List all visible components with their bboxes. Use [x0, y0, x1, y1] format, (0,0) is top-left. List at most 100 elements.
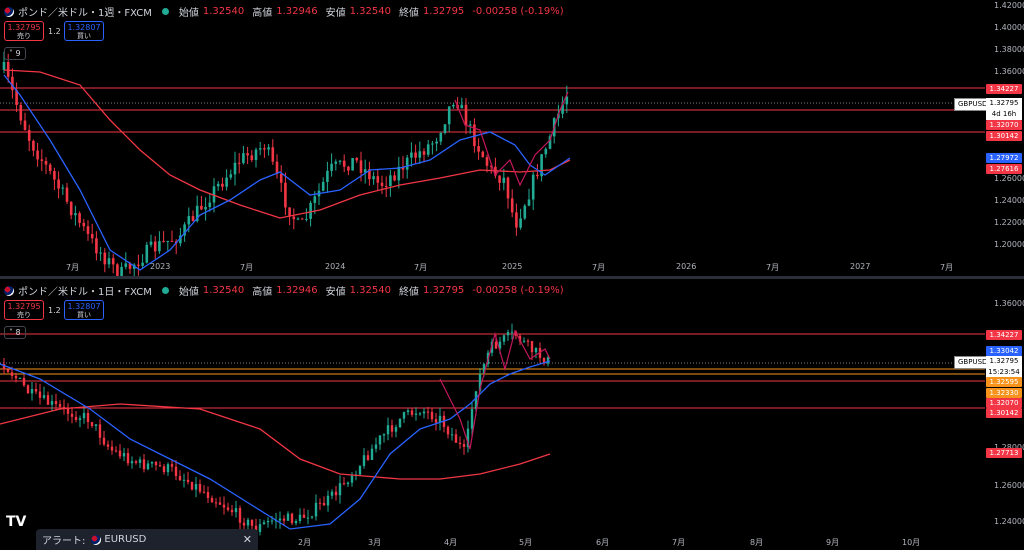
close-icon[interactable]: ✕	[242, 533, 252, 546]
indicators-toggle[interactable]: ˅ 9	[4, 47, 26, 60]
candle-body	[222, 504, 226, 508]
candle-body	[548, 136, 552, 149]
candle-body	[422, 411, 426, 414]
candle-body	[254, 149, 258, 161]
candle-body	[116, 264, 119, 276]
weekly-chart-canvas[interactable]	[0, 0, 1024, 276]
sell-button[interactable]: 1.32795 売り	[4, 300, 44, 320]
candle-body	[410, 410, 414, 415]
weekly-y-tick-label: 1.36000	[994, 67, 1024, 76]
candle-body	[54, 401, 58, 404]
candle-body	[382, 434, 386, 436]
candle-body	[374, 444, 378, 449]
pane-divider[interactable]	[0, 276, 1024, 279]
candle-body	[221, 183, 224, 187]
candle-body	[346, 482, 350, 485]
candle-body	[384, 185, 388, 187]
candle-body	[206, 492, 210, 499]
candle-body	[27, 129, 31, 141]
daily-x-tick-label: 9月	[826, 538, 840, 547]
weekly-x-tick-label: 7月	[66, 263, 80, 272]
candle-body	[494, 341, 498, 349]
daily-chart-canvas[interactable]	[0, 279, 1024, 550]
candle-body	[302, 514, 306, 518]
daily-x-tick-label: 5月	[519, 538, 533, 547]
buy-button[interactable]: 1.32807 買い	[64, 21, 104, 41]
candle-body	[330, 491, 334, 496]
candle-body	[38, 391, 42, 398]
candle-body	[414, 152, 417, 158]
candle-body	[518, 335, 522, 342]
candle-body	[405, 157, 409, 170]
candle-body	[6, 62, 10, 77]
candle-body	[506, 177, 510, 199]
weekly-x-tick-label: 7月	[592, 263, 606, 272]
candle-body	[334, 161, 338, 164]
candle-body	[366, 455, 370, 460]
candle-body	[502, 335, 506, 342]
ma-blue-line	[0, 360, 551, 530]
candle-body	[212, 186, 216, 203]
candle-body	[370, 448, 374, 460]
candle-body	[482, 363, 486, 375]
candle-body	[214, 502, 218, 504]
daily-x-tick-label: 4月	[444, 538, 458, 547]
weekly-symbol-title[interactable]: ポンド／米ドル・1週・FXCM	[18, 8, 152, 19]
low-value: 1.32540	[349, 6, 391, 17]
candle-body	[124, 263, 128, 267]
candle-body	[498, 341, 502, 349]
candle-body	[338, 483, 342, 496]
candle-body	[389, 175, 392, 186]
candle-body	[282, 518, 286, 521]
gbp-flag-icon	[4, 6, 14, 17]
daily-x-tick-label: 10月	[902, 538, 921, 547]
low-label: 安値	[325, 8, 346, 19]
candle-body	[216, 183, 220, 187]
candle-body	[18, 377, 22, 379]
alert-panel[interactable]: アラート: EURUSD ✕	[36, 529, 258, 550]
candle-body	[322, 502, 326, 506]
buy-button[interactable]: 1.32807 買い	[64, 300, 104, 320]
indicators-toggle[interactable]: ˅ 8	[4, 326, 26, 339]
candle-body	[460, 104, 464, 109]
candle-body	[290, 513, 294, 524]
daily-trade-buttons: 1.32795 売り 1.2 1.32807 買い	[4, 300, 104, 320]
high-value: 1.32946	[276, 285, 318, 296]
close-value: 1.32795	[422, 285, 465, 296]
daily-legend: ポンド／米ドル・1日・FXCM 始値 1.32540 高値 1.32946 安値 1.…	[4, 283, 564, 298]
pattern-line	[454, 91, 569, 187]
candle-body	[510, 198, 514, 213]
sell-button[interactable]: 1.32795 売り	[4, 21, 44, 41]
alert-label: アラート:	[42, 536, 86, 547]
candle-body	[90, 422, 94, 426]
candle-body	[40, 159, 44, 161]
candle-body	[454, 434, 458, 443]
candle-body	[10, 372, 14, 376]
candle-body	[134, 461, 138, 463]
candle-body	[48, 164, 52, 171]
candle-body	[258, 524, 262, 532]
candle-body	[435, 141, 438, 144]
candle-body	[402, 412, 406, 419]
weekly-x-tick-label: 2027	[850, 262, 871, 271]
candle-body	[94, 424, 98, 426]
close-value: 1.32795	[422, 6, 465, 17]
candle-body	[296, 218, 300, 220]
candle-body	[137, 264, 140, 266]
candle-body	[50, 401, 54, 405]
tradingview-logo[interactable]: TV	[6, 514, 27, 530]
candle-body	[130, 461, 134, 464]
candle-body	[410, 152, 413, 158]
weekly-legend: ポンド／米ドル・1週・FXCM 始値 1.32540 高値 1.32946 安値 1.…	[4, 4, 564, 19]
candle-body	[275, 161, 279, 174]
candle-body	[99, 252, 102, 254]
candle-body	[158, 241, 161, 252]
candle-body	[246, 153, 249, 156]
daily-symbol-title[interactable]: ポンド／米ドル・1日・FXCM	[18, 287, 152, 298]
candle-body	[418, 413, 422, 415]
weekly-chart-pane[interactable]: ポンド／米ドル・1週・FXCM 始値 1.32540 高値 1.32946 安値 1.…	[0, 0, 1024, 276]
candle-body	[298, 514, 302, 521]
candle-body	[326, 495, 330, 506]
daily-chart-pane[interactable]: ポンド／米ドル・1日・FXCM 始値 1.32540 高値 1.32946 安値 1.…	[0, 279, 1024, 550]
candle-body	[170, 240, 174, 242]
